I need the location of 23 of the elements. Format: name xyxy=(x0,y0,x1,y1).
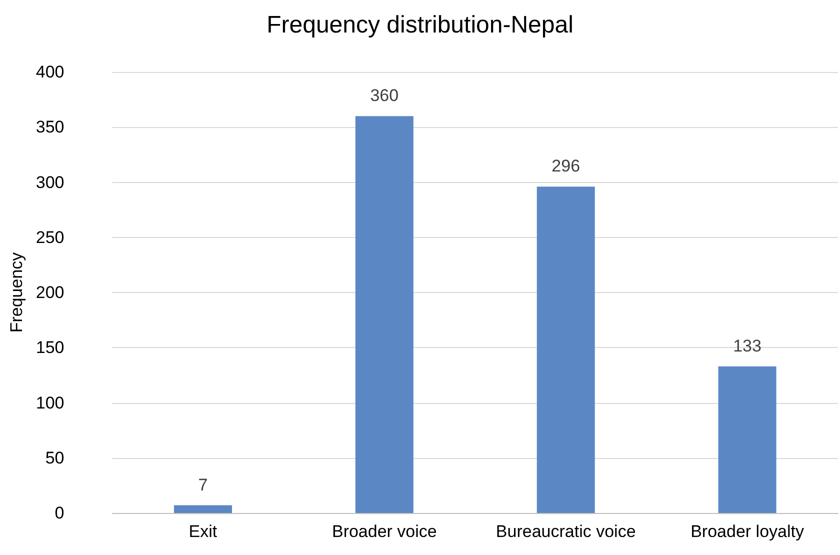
y-tick-label: 350 xyxy=(36,118,64,137)
x-tick-label: Bureaucratic voice xyxy=(496,522,636,541)
data-label: 7 xyxy=(198,475,208,494)
chart-title: Frequency distribution-Nepal xyxy=(266,12,574,38)
data-label: 360 xyxy=(370,86,399,106)
data-label: 133 xyxy=(733,336,762,356)
y-tick-label: 0 xyxy=(54,504,64,522)
bar xyxy=(355,116,414,513)
bar xyxy=(718,366,776,513)
y-tick-label: 100 xyxy=(36,393,64,412)
x-tick-label: Broader voice xyxy=(332,522,437,541)
y-tick-label: 150 xyxy=(36,338,64,358)
y-tick-label: 400 xyxy=(36,62,64,82)
y-tick-label: 250 xyxy=(36,228,64,247)
y-axis-title: Frequency xyxy=(7,252,26,333)
bar xyxy=(536,186,595,513)
x-tick-label: Exit xyxy=(188,522,218,541)
bar xyxy=(174,505,232,513)
y-tick-label: 200 xyxy=(36,283,64,302)
x-tick-label: Broader loyalty xyxy=(690,522,804,541)
y-tick-label: 50 xyxy=(45,448,64,468)
data-label: 296 xyxy=(552,156,580,176)
y-tick-label: 300 xyxy=(36,172,64,192)
